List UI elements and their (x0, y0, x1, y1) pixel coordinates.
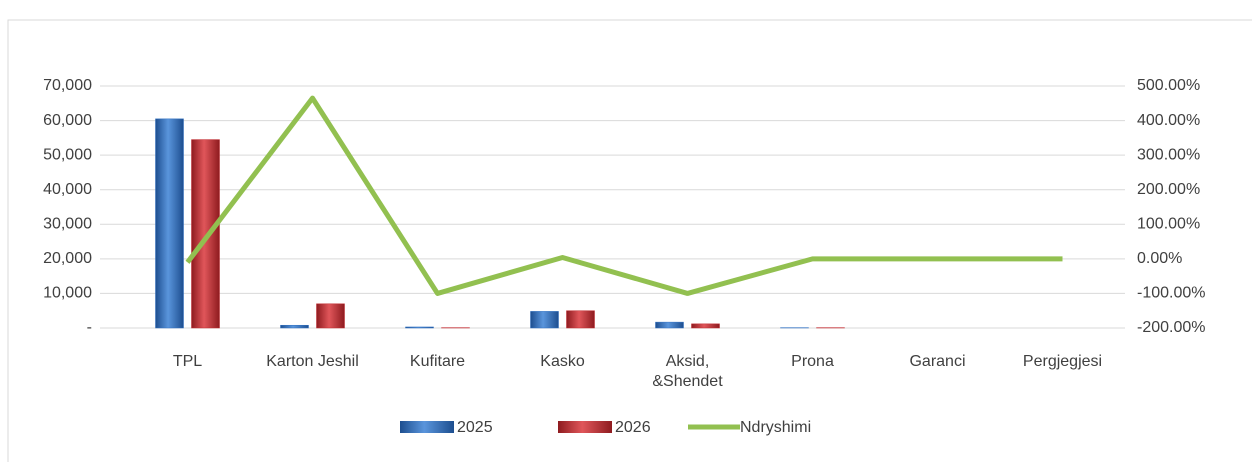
y-tick-label: 20,000 (43, 250, 92, 267)
bar (691, 323, 720, 329)
y-tick-label: 30,000 (43, 216, 92, 233)
x-tick-label: TPL (172, 353, 203, 370)
x-tick-label: Kufitare (409, 353, 466, 370)
x-tick-label: Pergjegjesi (1022, 353, 1103, 370)
legend-label: Ndryshimi (740, 419, 811, 436)
legend-swatch (558, 421, 612, 433)
bar (316, 303, 345, 329)
y2-tick-label: 300.00% (1137, 146, 1200, 163)
x-tick-label: Prona (791, 353, 834, 370)
x-tick-label: Kasko (540, 353, 585, 370)
y-tick-label: 60,000 (43, 112, 92, 129)
y-tick-label: 40,000 (43, 181, 92, 198)
bar (155, 118, 184, 329)
y-tick-label: - (87, 319, 92, 336)
chart-frame (7, 19, 1252, 462)
y2-tick-label: 500.00% (1137, 77, 1200, 94)
y2-tick-label: 400.00% (1137, 112, 1200, 129)
bar (566, 310, 595, 329)
y2-tick-label: -200.00% (1137, 319, 1206, 336)
bar (655, 321, 684, 329)
legend-swatch (400, 421, 454, 433)
y2-tick-label: -100.00% (1137, 285, 1206, 302)
bar (280, 324, 309, 329)
x-tick-label: Aksid, &Shendet (652, 353, 723, 390)
x-tick-label: Karton Jeshil (266, 353, 359, 370)
x-tick-label: Garanci (909, 353, 966, 370)
legend-label: 2026 (615, 419, 651, 436)
y-tick-label: 70,000 (43, 77, 92, 94)
legend-label: 2025 (457, 419, 493, 436)
bar (530, 311, 559, 329)
y-tick-label: 10,000 (43, 285, 92, 302)
y2-tick-label: 100.00% (1137, 216, 1200, 233)
bar (191, 139, 220, 329)
bar (405, 326, 434, 329)
y2-tick-label: 0.00% (1137, 250, 1182, 267)
line (185, 95, 1063, 296)
y-tick-label: 50,000 (43, 146, 92, 163)
y2-tick-label: 200.00% (1137, 181, 1200, 198)
